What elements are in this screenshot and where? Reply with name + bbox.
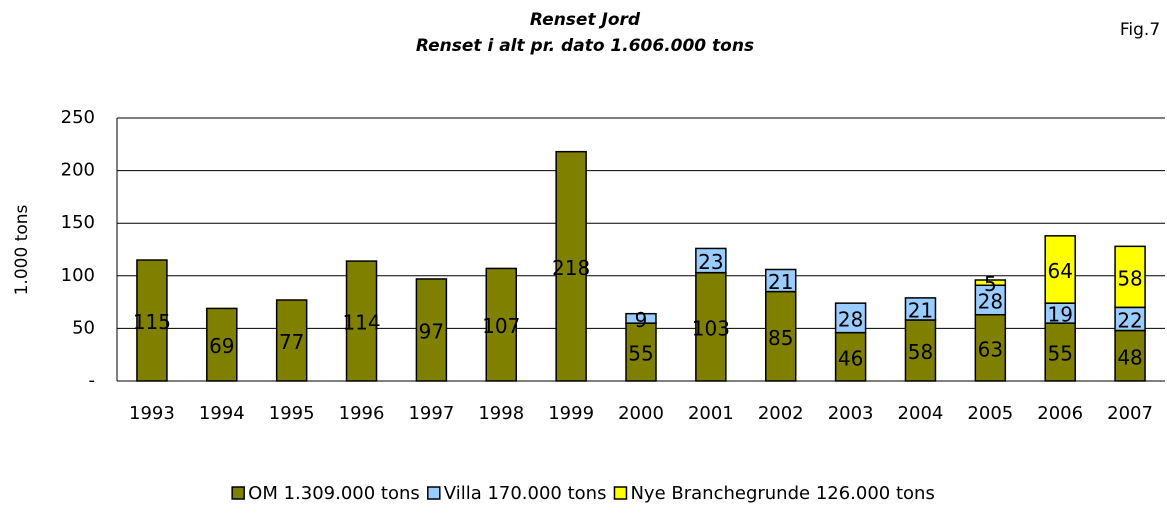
- y-axis-label: 1.000 tons: [12, 204, 32, 295]
- value-label: 63: [978, 337, 1003, 361]
- bar-segment: [206, 307, 238, 382]
- value-label: 85: [768, 326, 793, 350]
- y-tick-label: 150: [61, 212, 95, 233]
- value-label: 77: [279, 330, 304, 354]
- bar-segment: [1114, 245, 1146, 309]
- chart-title: Renset Jord: [530, 10, 641, 30]
- x-tick-label: 2003: [828, 403, 874, 424]
- bar-segment: [695, 247, 727, 274]
- legend-label: Nye Branchegrunde 126.000 tons: [630, 483, 934, 504]
- x-tick-label: 2007: [1107, 403, 1153, 424]
- value-label: 19: [1047, 303, 1072, 327]
- bar-segment: [1044, 235, 1076, 304]
- x-tick-label: 2001: [688, 403, 734, 424]
- value-label: 114: [342, 311, 380, 335]
- y-tick-label: 200: [61, 160, 95, 181]
- value-label: 46: [838, 346, 863, 370]
- x-tick-label: 1995: [269, 403, 315, 424]
- bar-segment: [764, 268, 797, 293]
- x-tick-label: 1998: [478, 403, 524, 424]
- x-tick-label: 1993: [129, 403, 175, 424]
- legend: OM 1.309.000 tons Villa 170.000 tons Nye B…: [231, 483, 935, 504]
- y-tick-label: -: [89, 370, 96, 391]
- bar-segment: [974, 279, 1007, 287]
- x-tick-label: 2005: [967, 403, 1013, 424]
- value-label: 115: [133, 310, 171, 334]
- x-tick-label: 1996: [339, 403, 385, 424]
- value-label: 23: [698, 250, 723, 274]
- value-label: 48: [1117, 345, 1142, 369]
- value-label: 64: [1047, 259, 1072, 283]
- legend-swatch: [613, 486, 628, 500]
- legend-label: Villa 170.000 tons: [444, 483, 607, 504]
- value-label: 218: [552, 256, 590, 280]
- value-label: 103: [692, 316, 730, 340]
- bar-segment: [904, 297, 937, 321]
- bar-segment: [1044, 322, 1076, 382]
- bar-segment: [485, 267, 518, 382]
- y-tick-label: 100: [61, 265, 95, 286]
- value-label: 21: [768, 270, 793, 294]
- legend-swatch: [231, 486, 245, 500]
- x-tick-label: 1997: [408, 403, 454, 424]
- y-tick-label: 250: [61, 107, 95, 128]
- bar-segment: [415, 278, 448, 382]
- bar-segment: [625, 322, 657, 382]
- y-tick-label: 50: [72, 317, 95, 338]
- bar-segment: [625, 312, 657, 324]
- x-tick-label: 2004: [898, 403, 944, 424]
- value-label: 58: [908, 340, 933, 364]
- value-label: 28: [838, 307, 863, 331]
- value-label: 107: [482, 314, 520, 338]
- x-tick-label: 1994: [199, 403, 245, 424]
- bar-segment: [904, 319, 937, 382]
- value-label: 9: [635, 308, 648, 332]
- bar-segment: [764, 290, 797, 382]
- legend-swatch: [427, 486, 441, 500]
- bar-segment: [834, 302, 867, 334]
- bar-segment: [275, 299, 308, 382]
- value-label: 21: [908, 298, 933, 322]
- value-label: 97: [419, 319, 444, 343]
- value-label: 22: [1117, 308, 1142, 332]
- annotation: Fig.7: [1120, 20, 1160, 40]
- value-label: 69: [209, 334, 234, 358]
- value-label: 55: [628, 342, 653, 366]
- x-tick-label: 2002: [758, 403, 804, 424]
- value-label: 55: [1047, 342, 1072, 366]
- value-label: 28: [978, 289, 1003, 313]
- chart-subtitle: Renset i alt pr. dato 1.606.000 tons: [416, 36, 754, 56]
- bar-segment: [136, 259, 168, 382]
- x-tick-label: 1999: [548, 403, 594, 424]
- x-tick-label: 2000: [618, 403, 664, 424]
- value-label: 5: [984, 272, 997, 296]
- bar-segment: [555, 150, 587, 382]
- value-label: 58: [1117, 266, 1142, 290]
- legend-label: OM 1.309.000 tons: [248, 483, 420, 504]
- bar-segment: [345, 260, 378, 382]
- x-tick-label: 2006: [1037, 403, 1083, 424]
- bar-segment: [695, 271, 727, 382]
